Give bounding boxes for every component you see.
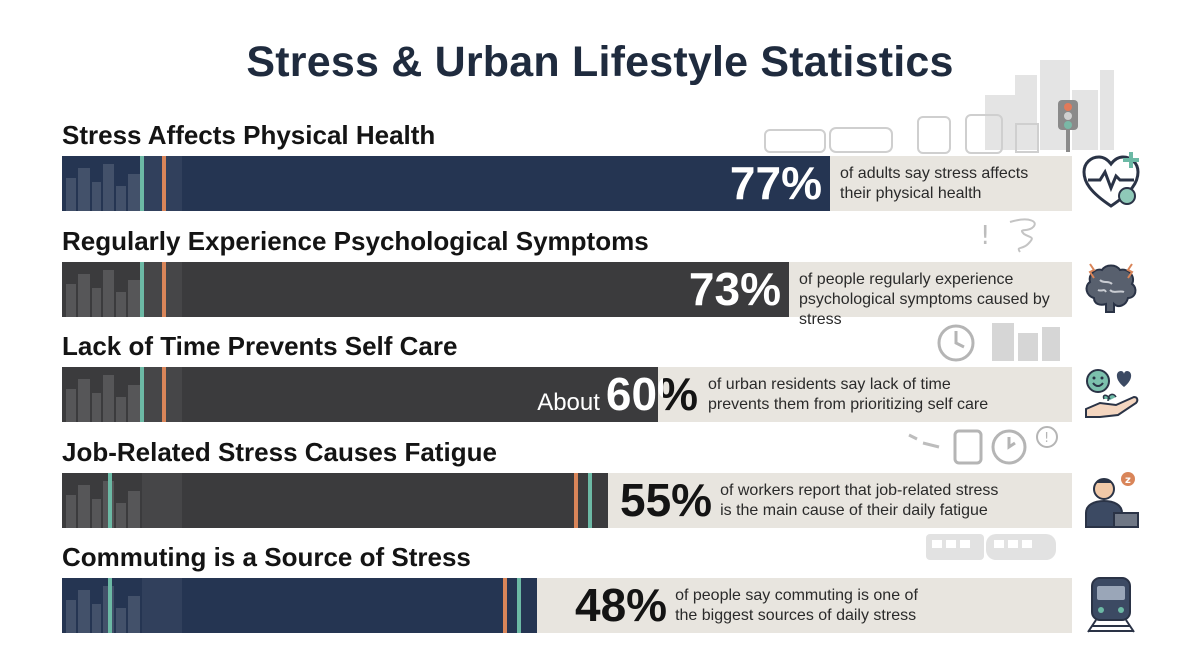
bar-title: Commuting is a Source of Stress <box>62 542 471 572</box>
bar-value-number: 48% <box>575 579 668 631</box>
bar-row: Stress Affects Physical Health 77% of adu… <box>0 120 1200 225</box>
bar-description: of people regularly experience psychologi… <box>799 270 1072 330</box>
bar-value-label: 77% <box>730 156 822 211</box>
bar-description: of adults say stress affects their physic… <box>840 164 1072 204</box>
bar-row: Job-Related Stress Causes Fatigue 55% of … <box>0 426 1200 542</box>
bar-accent-stripe <box>140 262 144 317</box>
bar-value-label: 73% <box>689 262 781 317</box>
bar-description: of workers report that job-related stres… <box>720 481 1020 521</box>
bar-value-number: 55% <box>620 474 713 526</box>
bar-value-label: 55% <box>620 473 712 528</box>
bar-value-prefix: About <box>537 389 600 416</box>
brain-icon <box>1080 258 1142 325</box>
bar-title: Job-Related Stress Causes Fatigue <box>62 437 497 467</box>
heart-health-icon <box>1080 152 1142 219</box>
decorative-doodle-icon <box>924 530 1064 571</box>
bar-description: of urban residents say lack of time preve… <box>708 375 1008 415</box>
bar-accent-stripe <box>503 578 507 633</box>
bar-description-line: of urban residents say lack of time <box>708 376 951 393</box>
bar-value-number: 73% <box>688 263 781 315</box>
bar-value-number: 77% <box>729 157 822 209</box>
bar-track <box>62 578 1072 633</box>
bar-row: Regularly Experience Psychological Sympt… <box>0 218 1200 331</box>
decorative-doodle-icon: ! <box>980 214 1060 263</box>
decorative-doodle-icon <box>936 319 1076 368</box>
bar-description-line: of people regularly experience <box>799 271 1014 288</box>
bar-value-label: 48% <box>575 578 667 633</box>
bar-title: Regularly Experience Psychological Sympt… <box>62 226 649 256</box>
bar-accent-stripe <box>162 156 166 211</box>
bar-title: Lack of Time Prevents Self Care <box>62 331 458 361</box>
bar-description-line: psychological symptoms caused by stress <box>799 291 1050 328</box>
bar-fill <box>62 367 658 422</box>
bar-accent-stripe <box>517 578 521 633</box>
bar-fill <box>62 473 608 528</box>
bar-track <box>62 262 1072 317</box>
bar-row: Commuting is a Source of Stress 48% of pe… <box>0 534 1200 647</box>
bar-value-number: 60% <box>605 368 698 420</box>
bar-accent-stripe <box>162 262 166 317</box>
bar-accent-stripe <box>140 367 144 422</box>
train-icon <box>1080 574 1142 641</box>
svg-text:!: ! <box>1044 431 1049 446</box>
bar-accent-stripe <box>140 156 144 211</box>
bar-description-line: prevents them from prioritizing self car… <box>708 396 989 413</box>
bar-track <box>62 473 1072 528</box>
self-care-hand-icon <box>1080 363 1142 430</box>
tired-worker-icon: z <box>1080 469 1142 536</box>
bar-value-label: About 60% <box>537 367 698 422</box>
bar-description: of people say commuting is one of the big… <box>675 586 975 626</box>
bar-description-line: the biggest sources of daily stress <box>675 607 917 624</box>
bar-accent-stripe <box>108 473 112 528</box>
bar-accent-stripe <box>162 367 166 422</box>
bar-description-line: is the main cause of their daily fatigue <box>720 502 988 519</box>
bar-fill <box>62 262 789 317</box>
bar-accent-stripe <box>574 473 578 528</box>
bar-fill <box>62 578 537 633</box>
bar-accent-stripe <box>588 473 592 528</box>
bar-description-line: of adults say stress affects <box>840 165 1029 182</box>
bar-track <box>62 367 1072 422</box>
bar-row: Lack of Time Prevents Self Care About 60%… <box>0 323 1200 436</box>
bar-accent-stripe <box>108 578 112 633</box>
svg-text:!: ! <box>980 221 990 251</box>
bar-description-line: of workers report that job-related stres… <box>720 482 999 499</box>
bar-description-line: their physical health <box>840 185 982 202</box>
bar-title: Stress Affects Physical Health <box>62 120 436 150</box>
page-title: Stress & Urban Lifestyle Statistics <box>246 38 954 86</box>
svg-text:z: z <box>1125 475 1131 486</box>
bar-track <box>62 156 1072 211</box>
bar-fill <box>62 156 830 211</box>
bar-description-line: of people say commuting is one of <box>675 587 918 604</box>
decorative-doodle-icon: ! <box>905 425 1065 474</box>
